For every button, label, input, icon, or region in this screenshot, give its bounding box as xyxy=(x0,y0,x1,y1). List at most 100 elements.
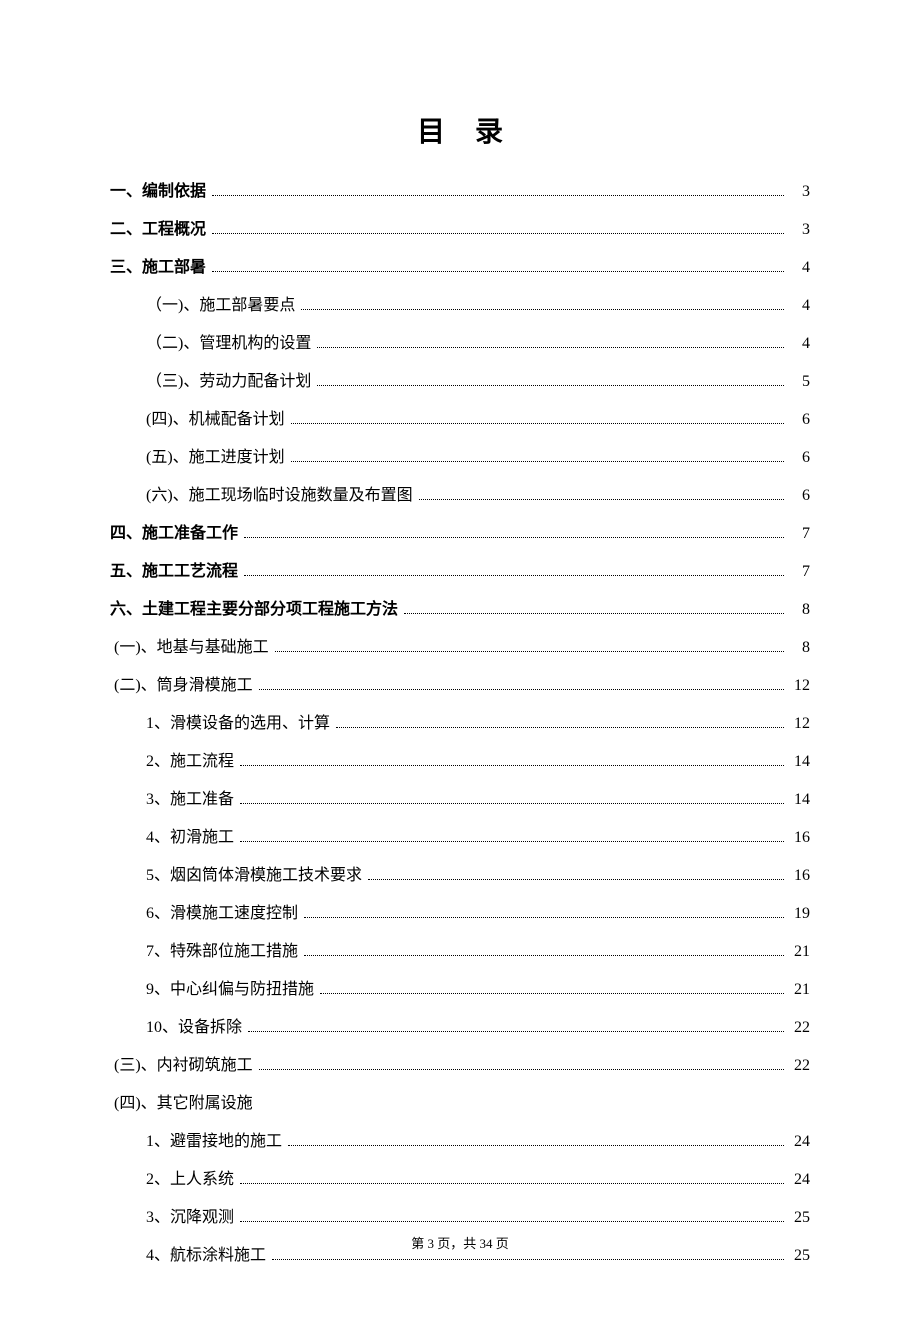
toc-entry: 6、滑模施工速度控制 19 xyxy=(110,902,810,926)
toc-leader xyxy=(259,1069,784,1070)
footer-suffix: 页 xyxy=(496,1236,509,1251)
toc-entry: 1、避雷接地的施工 24 xyxy=(110,1130,810,1154)
toc-page-number: 8 xyxy=(790,636,810,660)
toc-label: (四)、机械配备计划 xyxy=(146,408,285,432)
toc-page-number: 12 xyxy=(790,674,810,698)
toc-entry: 5、烟囟筒体滑模施工技术要求16 xyxy=(110,864,810,888)
toc-page-number: 6 xyxy=(790,446,810,470)
toc-label: (一)、地基与基础施工 xyxy=(114,636,269,660)
toc-page-number: 22 xyxy=(790,1054,810,1078)
toc-leader xyxy=(304,955,784,956)
toc-entry: 2、上人系统 24 xyxy=(110,1168,810,1192)
toc-label: 6、滑模施工速度控制 xyxy=(146,902,298,926)
toc-label: 3、施工准备 xyxy=(146,788,234,812)
toc-leader xyxy=(275,651,784,652)
toc-label: 9、中心纠偏与防扭措施 xyxy=(146,978,314,1002)
toc-page-number: 19 xyxy=(790,902,810,926)
toc-label: (三)、内衬砌筑施工 xyxy=(114,1054,253,1078)
toc-label: 2、上人系统 xyxy=(146,1168,234,1192)
toc-page-number: 16 xyxy=(790,826,810,850)
toc-page-number: 4 xyxy=(790,256,810,280)
toc-label: （一)、施工部暑要点 xyxy=(146,294,295,318)
toc-entry: 一、编制依据3 xyxy=(110,180,810,204)
toc-page-number: 21 xyxy=(790,978,810,1002)
toc-entry: 六、土建工程主要分部分项工程施工方法 8 xyxy=(110,598,810,622)
toc-leader xyxy=(419,499,784,500)
toc-entry: 10、设备拆除 22 xyxy=(110,1016,810,1040)
toc-leader xyxy=(272,1259,784,1260)
toc-entry: (六)、施工现场临时设施数量及布置图 6 xyxy=(110,484,810,508)
toc-page-number: 7 xyxy=(790,522,810,546)
toc-page-number: 6 xyxy=(790,484,810,508)
toc-label: (二)、筒身滑模施工 xyxy=(114,674,253,698)
toc-page-number: 21 xyxy=(790,940,810,964)
toc-label: 三、施工部暑 xyxy=(110,256,206,280)
toc-entry: 4、初滑施工 16 xyxy=(110,826,810,850)
toc-entry: （一)、施工部暑要点4 xyxy=(110,294,810,318)
toc-entry: 2、施工流程 14 xyxy=(110,750,810,774)
toc-leader xyxy=(212,233,784,234)
toc-leader xyxy=(291,461,784,462)
toc-leader xyxy=(240,841,784,842)
toc-label: 二、工程概况 xyxy=(110,218,206,242)
toc-label: （二)、管理机构的设置 xyxy=(146,332,311,356)
toc-entry: （二)、管理机构的设置4 xyxy=(110,332,810,356)
toc-page-number: 8 xyxy=(790,598,810,622)
toc-leader xyxy=(248,1031,784,1032)
toc-label: 10、设备拆除 xyxy=(146,1016,242,1040)
toc-leader xyxy=(301,309,784,310)
toc-label: 1、避雷接地的施工 xyxy=(146,1130,282,1154)
toc-entry: (一)、地基与基础施工 8 xyxy=(110,636,810,660)
toc-entry: (二)、筒身滑模施工 12 xyxy=(110,674,810,698)
toc-leader xyxy=(244,537,784,538)
toc-entry: 四、施工准备工作 7 xyxy=(110,522,810,546)
toc-page-number: 24 xyxy=(790,1168,810,1192)
table-of-contents: 一、编制依据3二、工程概况3三、施工部暑4（一)、施工部暑要点4（二)、管理机构… xyxy=(110,180,810,1268)
page-footer: 第 3 页，共 34 页 xyxy=(0,1233,920,1252)
footer-total-pages: 34 xyxy=(480,1236,493,1251)
toc-page-number: 14 xyxy=(790,788,810,812)
footer-current-page: 3 xyxy=(427,1236,434,1251)
toc-label: 2、施工流程 xyxy=(146,750,234,774)
toc-entry: 7、特殊部位施工措施21 xyxy=(110,940,810,964)
toc-leader xyxy=(368,879,784,880)
toc-label: （三)、劳动力配备计划 xyxy=(146,370,311,394)
toc-leader xyxy=(240,803,784,804)
toc-label: 四、施工准备工作 xyxy=(110,522,238,546)
toc-label: 4、初滑施工 xyxy=(146,826,234,850)
toc-page-number: 3 xyxy=(790,218,810,242)
toc-page-number: 24 xyxy=(790,1130,810,1154)
page-title: 目录 xyxy=(110,110,810,150)
toc-leader xyxy=(240,1221,784,1222)
toc-entry: 五、施工工艺流程 7 xyxy=(110,560,810,584)
toc-leader xyxy=(291,423,784,424)
toc-leader xyxy=(304,917,784,918)
toc-label: 六、土建工程主要分部分项工程施工方法 xyxy=(110,598,398,622)
toc-leader xyxy=(404,613,784,614)
toc-entry: 3、沉降观测 25 xyxy=(110,1206,810,1230)
toc-entry: （三)、劳动力配备计划5 xyxy=(110,370,810,394)
toc-leader xyxy=(212,271,784,272)
toc-page-number: 6 xyxy=(790,408,810,432)
footer-mid: 页，共 xyxy=(437,1236,476,1251)
toc-label: 3、沉降观测 xyxy=(146,1206,234,1230)
toc-leader xyxy=(317,385,784,386)
toc-page-number: 7 xyxy=(790,560,810,584)
toc-leader xyxy=(320,993,784,994)
toc-leader xyxy=(317,347,784,348)
toc-entry: 二、工程概况 3 xyxy=(110,218,810,242)
toc-label: (四)、其它附属设施 xyxy=(114,1092,253,1116)
toc-label: 五、施工工艺流程 xyxy=(110,560,238,584)
toc-page-number: 25 xyxy=(790,1206,810,1230)
toc-page-number: 14 xyxy=(790,750,810,774)
toc-leader xyxy=(259,689,784,690)
toc-entry: (五)、施工进度计划6 xyxy=(110,446,810,470)
toc-entry: 9、中心纠偏与防扭措施 21 xyxy=(110,978,810,1002)
toc-page-number: 22 xyxy=(790,1016,810,1040)
toc-leader xyxy=(288,1145,784,1146)
toc-entry: 1、滑模设备的选用、计算12 xyxy=(110,712,810,736)
toc-entry: (四)、机械配备计划 6 xyxy=(110,408,810,432)
toc-label: 一、编制依据 xyxy=(110,180,206,204)
toc-entry: (三)、内衬砌筑施工 22 xyxy=(110,1054,810,1078)
toc-label: (六)、施工现场临时设施数量及布置图 xyxy=(146,484,413,508)
